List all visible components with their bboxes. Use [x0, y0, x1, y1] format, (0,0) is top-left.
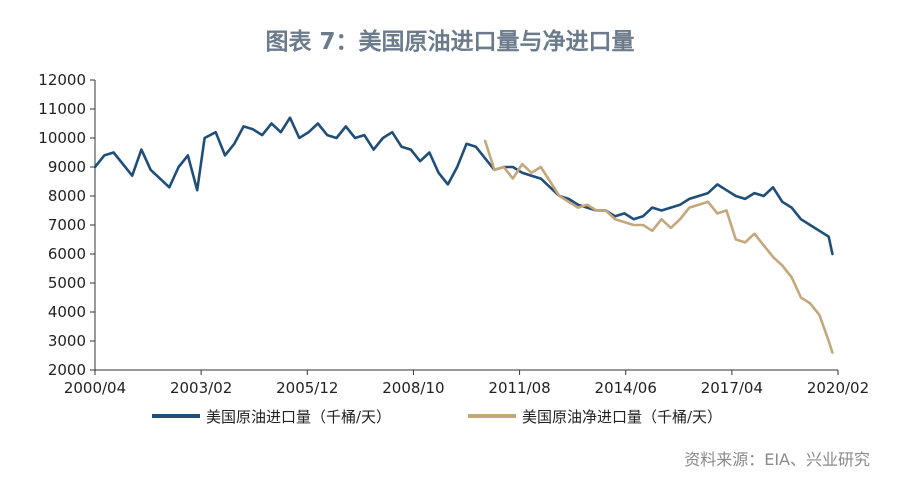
x-tick-label: 2014/06	[595, 379, 657, 397]
series-line-net-imports	[483, 139, 834, 354]
chart-title: 图表 7：美国原油进口量与净进口量	[265, 29, 635, 55]
y-tick-label: 11000	[38, 100, 86, 118]
legend-item-net-imports: 美国原油净进口量（千桶/天）	[468, 404, 722, 428]
series-line-imports	[93, 116, 834, 256]
legend-swatch-imports	[152, 414, 200, 418]
x-tick-label: 2020/02	[807, 379, 869, 397]
legend-swatch-net-imports	[468, 414, 516, 418]
y-tick-label: 3000	[48, 332, 86, 350]
x-tick-label: 2008/10	[382, 379, 444, 397]
source-note: 资料来源：EIA、兴业研究	[684, 450, 870, 469]
y-tick-label: 6000	[48, 245, 86, 263]
legend-label-net-imports: 美国原油净进口量（千桶/天）	[522, 407, 723, 426]
y-tick-label: 7000	[48, 216, 86, 234]
legend-item-imports: 美国原油进口量（千桶/天）	[152, 404, 391, 428]
y-tick-label: 5000	[48, 274, 86, 292]
x-tick-label: 2000/04	[64, 379, 126, 397]
legend-label-imports: 美国原油进口量（千桶/天）	[206, 407, 392, 426]
x-tick-label: 2003/02	[170, 379, 232, 397]
y-tick-label: 2000	[48, 361, 86, 379]
chart-legend: 美国原油进口量（千桶/天） 美国原油净进口量（千桶/天）	[0, 404, 900, 428]
x-tick-label: 2011/08	[488, 379, 550, 397]
x-tick-label: 2017/04	[701, 379, 763, 397]
line-chart: 2000 3000 4000 5000 6000 7000 8000 9000 10000 110…	[38, 71, 869, 397]
y-tick-label: 9000	[48, 158, 86, 176]
y-tick-label: 12000	[38, 71, 86, 89]
y-tick-label: 8000	[48, 187, 86, 205]
y-tick-label: 10000	[38, 129, 86, 147]
x-tick-label: 2005/12	[276, 379, 338, 397]
y-tick-label: 4000	[48, 303, 86, 321]
